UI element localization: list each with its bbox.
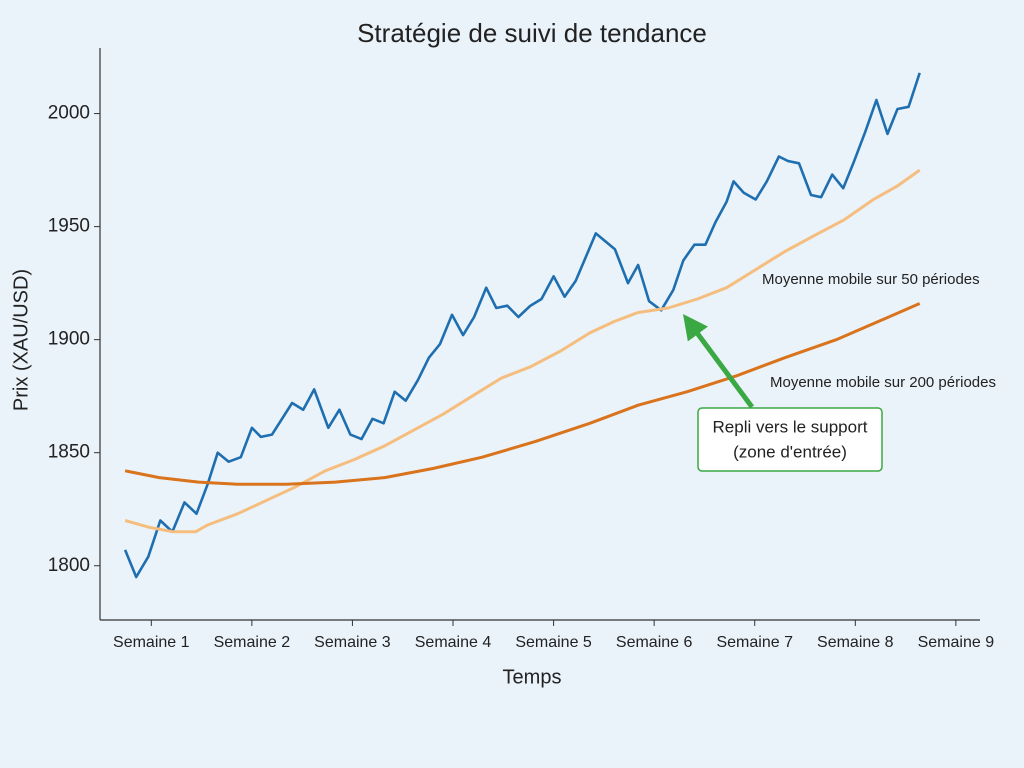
- series-line: [123, 72, 921, 579]
- annotation-box: [697, 407, 883, 472]
- x-tick-label: Semaine 8: [817, 634, 894, 651]
- x-tick-label: Semaine 6: [616, 634, 693, 651]
- series-line: [124, 168, 921, 534]
- y-axis-label: Prix (XAU/USD): [10, 269, 32, 411]
- annotation-text: (zone d'entrée): [733, 442, 847, 461]
- x-tick-label: Semaine 5: [515, 634, 592, 651]
- x-tick-label: Semaine 1: [113, 634, 190, 651]
- y-tick-label: 2000: [48, 103, 90, 124]
- x-axis-label: Temps: [503, 666, 562, 688]
- x-tick-label: Semaine 3: [314, 634, 391, 651]
- x-tick-label: Semaine 4: [415, 634, 492, 651]
- x-tick-label: Semaine 7: [716, 634, 793, 651]
- x-tick-label: Semaine 9: [918, 634, 995, 651]
- y-tick-label: 1800: [48, 555, 90, 576]
- x-tick-label: Semaine 2: [214, 634, 291, 651]
- y-tick-label: 1950: [48, 216, 90, 237]
- annotation-text: Repli vers le support: [713, 417, 868, 436]
- y-tick-label: 1850: [48, 442, 90, 463]
- series-label: Moyenne mobile sur 200 périodes: [770, 374, 996, 391]
- annotation-arrow: [683, 313, 755, 409]
- chart-title: Stratégie de suivi de tendance: [357, 18, 707, 48]
- series-label: Moyenne mobile sur 50 périodes: [762, 271, 980, 288]
- y-tick-label: 1900: [48, 329, 90, 350]
- series-line: [124, 302, 921, 486]
